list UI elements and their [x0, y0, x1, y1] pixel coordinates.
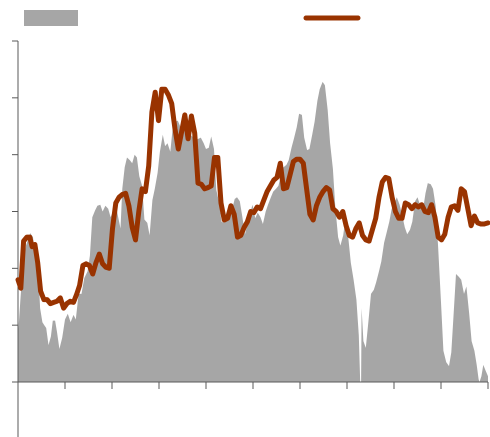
axes: [12, 40, 489, 437]
line-series-1: [15, 86, 490, 311]
line-series-layer: [15, 86, 490, 311]
area-series-layer: [18, 81, 488, 383]
area-series-0: [18, 81, 488, 383]
legend: [24, 10, 361, 26]
legend-swatch-area: [24, 10, 78, 26]
